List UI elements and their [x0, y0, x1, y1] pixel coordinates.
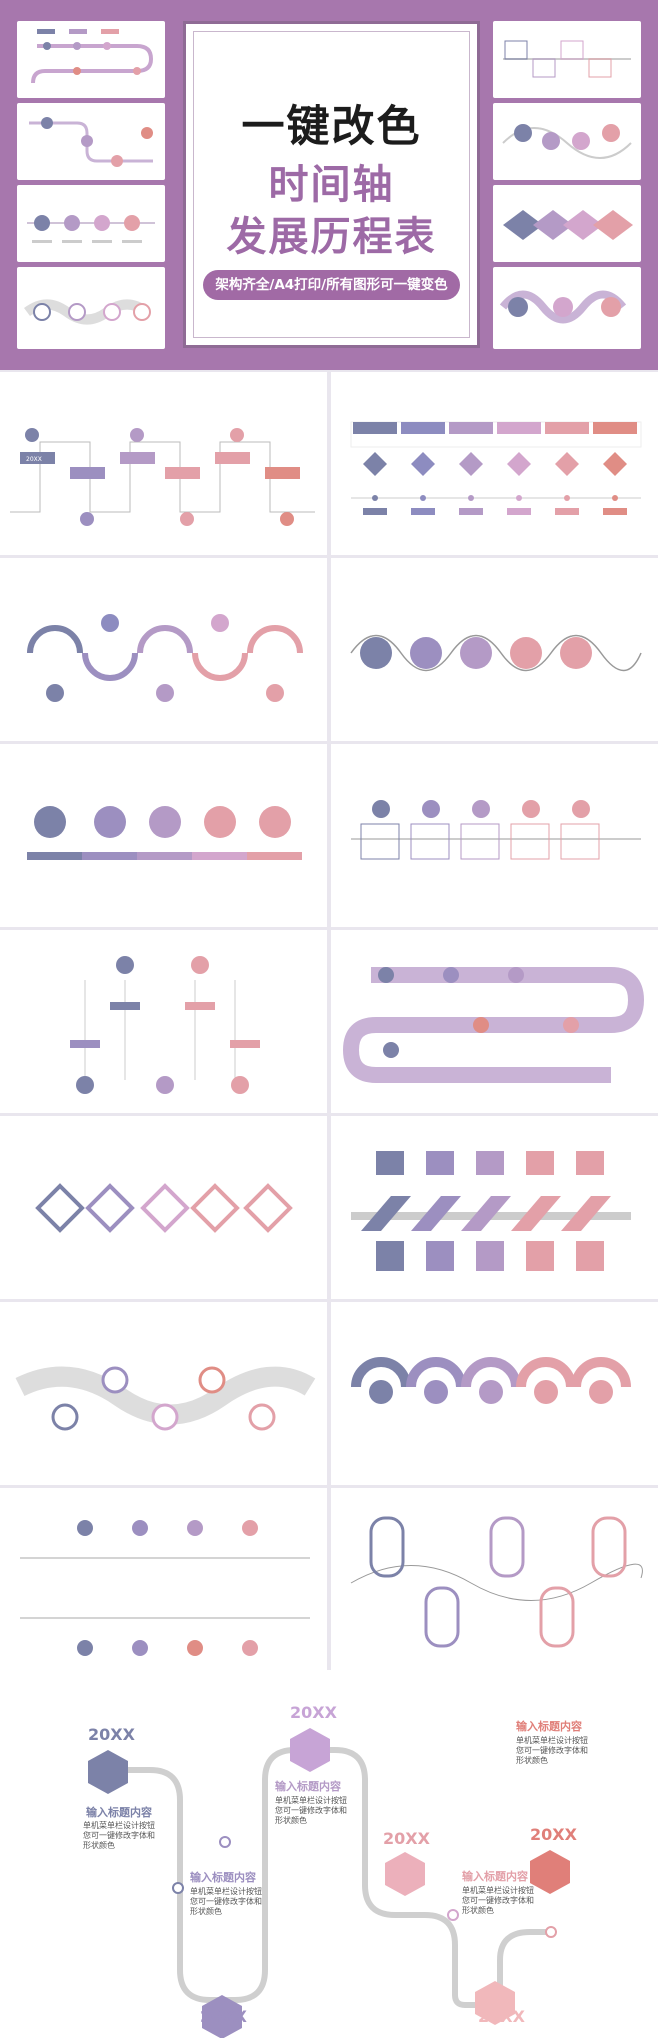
slide-2[interactable]	[331, 372, 658, 555]
heading-3: 输入标题内容	[275, 1779, 341, 1793]
slide-10[interactable]	[331, 1116, 658, 1299]
body-1a: 单机菜单栏设计按钮	[83, 1820, 155, 1830]
body-2c: 形状颜色	[190, 1906, 222, 1916]
hero-thumb-5[interactable]	[493, 21, 641, 98]
heading-1: 输入标题内容	[86, 1805, 152, 1819]
hero-thumb-6[interactable]	[493, 103, 641, 180]
body-3b: 您可一键修改字体和	[275, 1805, 347, 1815]
body-4a: 单机菜单栏设计按钮	[462, 1885, 534, 1895]
hex-marker-6	[530, 1850, 570, 1894]
body-4b: 您可一键修改字体和	[462, 1895, 534, 1905]
hex-marker-3	[290, 1728, 330, 1772]
year-label-1: 20XX	[88, 1725, 136, 1744]
year-label-3: 20XX	[290, 1703, 338, 1722]
slide-14[interactable]	[331, 1488, 658, 1671]
heading-4: 输入标题内容	[462, 1869, 528, 1883]
hex-marker-1	[88, 1750, 128, 1794]
body-5c: 形状颜色	[516, 1755, 548, 1765]
slide-1[interactable]: 20XX	[0, 372, 327, 555]
heading-5: 输入标题内容	[516, 1719, 582, 1733]
hero-thumb-3[interactable]	[17, 185, 165, 262]
hero-thumb-4[interactable]	[17, 267, 165, 349]
hero-thumb-2[interactable]	[17, 103, 165, 180]
slide-4[interactable]	[331, 558, 658, 741]
slide-12[interactable]	[331, 1302, 658, 1485]
body-4c: 形状颜色	[462, 1905, 494, 1915]
slide-6[interactable]	[331, 744, 658, 927]
body-5a: 单机菜单栏设计按钮	[516, 1735, 588, 1745]
year-label-4: 20XX	[383, 1829, 431, 1848]
slide-9[interactable]	[0, 1116, 327, 1299]
body-2a: 单机菜单栏设计按钮	[190, 1886, 262, 1896]
title-card-frame	[193, 31, 470, 338]
body-2b: 您可一键修改字体和	[190, 1896, 262, 1906]
year-label: 20XX	[26, 456, 42, 463]
slide-7[interactable]	[0, 930, 327, 1113]
body-3c: 形状颜色	[275, 1815, 307, 1825]
hex-marker-5	[475, 1981, 515, 2025]
year-label-6: 20XX	[530, 1825, 578, 1844]
slide-5[interactable]	[0, 744, 327, 927]
year-label-5: 20XX	[478, 2007, 526, 2026]
body-1b: 您可一键修改字体和	[83, 1830, 155, 1840]
hero-thumb-7[interactable]	[493, 185, 641, 262]
hex-marker-2	[202, 1995, 242, 2038]
title-card: 一键改色 时间轴 发展历程表 架构齐全/A4打印/所有图形可一键变色	[183, 21, 480, 348]
slide-3[interactable]	[0, 558, 327, 741]
tagline-pill: 架构齐全/A4打印/所有图形可一键变色	[203, 270, 460, 300]
hex-marker-4	[385, 1852, 425, 1896]
heading-2: 输入标题内容	[190, 1870, 256, 1884]
slide-8[interactable]	[331, 930, 658, 1113]
body-1c: 形状颜色	[83, 1840, 115, 1850]
main-title: 一键改色	[241, 102, 422, 152]
subtitle-line-2: 发展历程表	[226, 214, 437, 260]
body-5b: 您可一键修改字体和	[516, 1745, 588, 1755]
hero-thumb-8[interactable]	[493, 267, 641, 349]
year-label-2: 20XX	[200, 2007, 248, 2026]
slide-11[interactable]	[0, 1302, 327, 1485]
hero-banner: 一键改色 时间轴 发展历程表 架构齐全/A4打印/所有图形可一键变色	[0, 0, 658, 370]
body-3a: 单机菜单栏设计按钮	[275, 1795, 347, 1805]
featured-timeline-slide[interactable]: 20XX 20XX 20XX 20XX 20XX 20XX 输入标题内容 单机菜…	[0, 1670, 658, 2038]
slide-13[interactable]	[0, 1488, 327, 1671]
hero-thumb-1[interactable]	[17, 21, 165, 98]
subtitle-line-1: 时间轴	[268, 162, 395, 208]
